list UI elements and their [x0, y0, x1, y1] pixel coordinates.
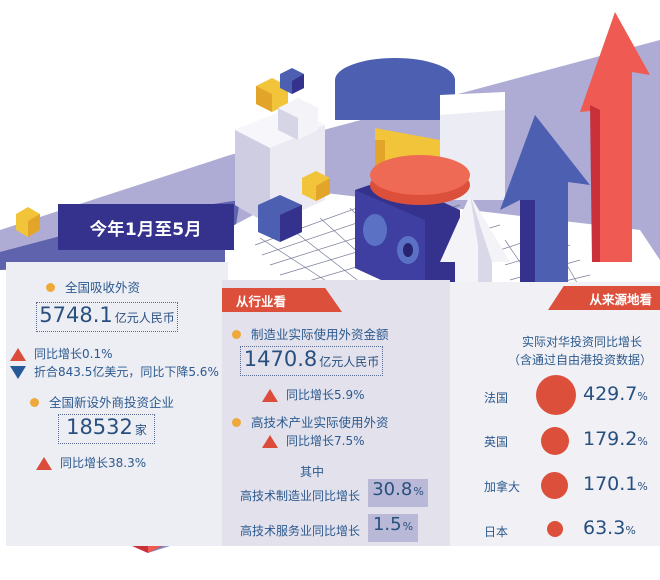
- country-name: 加拿大: [484, 480, 521, 494]
- hightech-svc-value: 1.5%: [368, 514, 418, 542]
- up-triangle-icon: [262, 435, 278, 448]
- bullet-dot-icon: [232, 330, 241, 339]
- bubble-uk: [541, 427, 569, 455]
- country-name: 日本: [484, 525, 509, 539]
- hightech-mfg-value: 30.8%: [368, 479, 428, 507]
- source-subtitle-2: （含通过自由港投资数据）: [508, 353, 653, 367]
- up-triangle-icon: [36, 457, 52, 470]
- bullet-dot-icon: [232, 418, 241, 427]
- manufacturing-growth: 同比增长5.9%: [262, 386, 365, 403]
- hightech-svc-label: 高技术服务业同比增长: [240, 524, 361, 538]
- new-firms-value-box: 18532 家: [58, 414, 155, 444]
- hightech-mfg-label: 高技术制造业同比增长: [240, 489, 361, 503]
- manufacturing-heading: 制造业实际使用外资金额: [232, 324, 389, 343]
- manufacturing-value-box: 1470.8 亿元人民币: [240, 346, 383, 376]
- industry-ribbon: 从行业看: [222, 288, 342, 312]
- period-title: 今年1月至5月: [58, 204, 234, 250]
- new-firms-heading: 全国新设外商投资企业: [30, 392, 174, 411]
- bullet-dot-icon: [46, 283, 55, 292]
- new-firms-growth: 同比增长38.3%: [36, 454, 146, 471]
- fdi-growth: 同比增长0.1%: [10, 345, 113, 362]
- up-triangle-icon: [262, 389, 278, 402]
- fdi-value-box: 5748.1 亿元人民币: [36, 302, 178, 332]
- country-value: 179.2%: [583, 428, 648, 450]
- bubble-canada: [541, 472, 568, 499]
- national-panel: [6, 262, 228, 546]
- source-ribbon: 从来源地看: [548, 286, 660, 310]
- fdi-heading: 全国吸收外资: [46, 277, 140, 296]
- up-triangle-icon: [10, 348, 26, 361]
- down-triangle-icon: [10, 366, 26, 379]
- bullet-dot-icon: [30, 398, 39, 407]
- bubble-france: [536, 375, 576, 415]
- hightech-heading: 高技术产业实际使用外资: [232, 412, 389, 431]
- fdi-usd-note: 折合843.5亿美元，同比下降5.6%: [10, 363, 219, 380]
- hightech-growth: 同比增长7.5%: [262, 432, 365, 449]
- country-value: 170.1%: [583, 473, 648, 495]
- country-value: 429.7%: [583, 383, 648, 405]
- among-label: 其中: [300, 465, 325, 479]
- country-name: 英国: [484, 435, 509, 449]
- country-name: 法国: [484, 391, 509, 405]
- source-subtitle-1: 实际对华投资同比增长: [522, 335, 643, 349]
- country-value: 63.3%: [583, 517, 636, 539]
- bubble-japan: [547, 521, 563, 537]
